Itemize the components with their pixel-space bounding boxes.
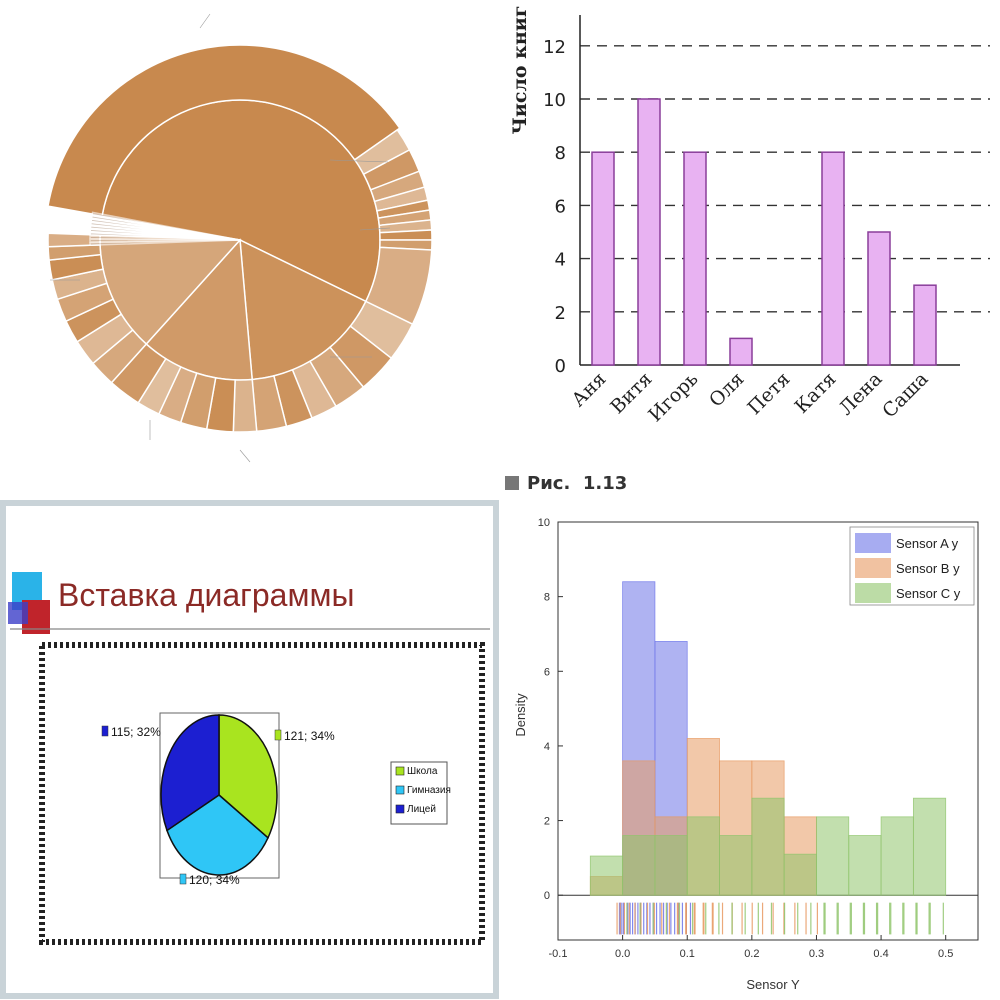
hist-bar xyxy=(816,816,850,896)
hist-y-tick-label: 6 xyxy=(544,666,550,678)
hist-y-tick-label: 10 xyxy=(538,517,550,529)
slide-title: Вставка диаграммы xyxy=(58,577,354,613)
hist-x-tick-label: 0.5 xyxy=(938,948,953,960)
hist-bar xyxy=(880,816,914,896)
hist-legend-swatch xyxy=(855,558,891,578)
hist-bar xyxy=(589,855,624,896)
pie-label-marker xyxy=(179,873,187,885)
hist-bar xyxy=(622,835,656,896)
bar xyxy=(591,151,615,366)
hist-x-axis-label: Sensor Y xyxy=(746,977,800,992)
histogram-panel: Density Sensor Y 0 2 4 6 8 10 -0.1 0.0 0.1 0.2 0.3… xyxy=(505,500,1000,1000)
bar-y-tick-label: 8 xyxy=(555,143,566,164)
pie-legend-label: Лицей xyxy=(407,804,436,815)
hist-bar xyxy=(912,797,947,896)
bar-y-axis-label: Число книг xyxy=(509,5,531,134)
hist-x-tick-label: 0.4 xyxy=(873,948,888,960)
bar-x-tick-label: Аня xyxy=(567,368,610,411)
hist-y-tick-label: 2 xyxy=(544,816,550,828)
bar-x-tick-label: Саша xyxy=(878,368,932,422)
slide-logo-navy xyxy=(8,602,28,624)
sunburst-outer-segment xyxy=(47,44,401,217)
figure-caption: Рис. 1.13 xyxy=(505,468,705,498)
sunburst-thin-segment xyxy=(91,211,241,241)
hist-legend-swatch xyxy=(855,583,891,603)
bar-y-tick-label: 6 xyxy=(555,196,566,217)
histogram-chart: Density Sensor Y 0 2 4 6 8 10 -0.1 0.0 0.1 0.2 0.3… xyxy=(513,517,979,992)
pie-legend: Школа Гимназия Лицей xyxy=(395,766,451,815)
bar-y-tick-label: 4 xyxy=(555,250,566,271)
pie-legend-swatch xyxy=(395,785,405,795)
pie-data-label: 121; 34% xyxy=(284,729,335,743)
bar-x-tick-label: Лена xyxy=(835,368,887,420)
sunburst-leader-line xyxy=(199,13,211,29)
hist-x-tick-label: 0.2 xyxy=(744,948,759,960)
sunburst-leader-line xyxy=(239,449,251,463)
bar xyxy=(729,337,753,366)
sunburst-chart xyxy=(47,13,433,463)
sunburst-leader-line xyxy=(329,159,389,163)
pie-label-marker xyxy=(101,725,109,737)
bar-x-tick-label: Игорь xyxy=(644,368,702,426)
bar xyxy=(821,151,845,366)
pie-chart-slide: Вставка диаграммы 121; 34% 120; 34% 115; 3… xyxy=(0,500,499,999)
hist-legend-swatch xyxy=(855,533,891,553)
sunburst-chart-panel xyxy=(0,0,500,490)
bar-chart-panel: Число книг 0 2 4 6 8 10 12 Аня Витя Игорь Оля Петя К… xyxy=(500,0,1000,470)
bar xyxy=(913,284,937,366)
pie-chart: 121; 34% 120; 34% 115; 32% xyxy=(101,714,335,887)
sunburst-outer-segment xyxy=(232,378,258,433)
bar xyxy=(637,98,661,366)
hist-y-tick-label: 4 xyxy=(544,741,550,753)
pie-legend-swatch xyxy=(395,804,405,814)
bar-y-tick-label: 10 xyxy=(543,90,566,111)
bar-y-tick-label: 0 xyxy=(555,356,566,377)
sunburst-thin-segment xyxy=(89,239,241,247)
bar xyxy=(867,231,891,366)
hist-bar xyxy=(783,853,817,896)
hist-bar xyxy=(719,835,753,896)
bar-y-tick-label: 12 xyxy=(543,37,566,58)
caption-marker-icon xyxy=(505,476,519,490)
pie-data-label: 115; 32% xyxy=(111,725,161,739)
pie-slice xyxy=(160,714,220,832)
hist-bar xyxy=(751,797,785,896)
hist-x-tick-label: 0.1 xyxy=(680,948,695,960)
pie-slice xyxy=(166,794,269,876)
pie-legend-label: Гимназия xyxy=(407,785,451,796)
sunburst-leader-line xyxy=(359,227,391,231)
hist-bar xyxy=(848,835,882,896)
chart-frame[interactable] xyxy=(39,642,485,945)
hist-legend-label: Sensor C y xyxy=(896,586,961,601)
figure-caption-text: Рис. 1.13 xyxy=(527,472,628,494)
hist-y-tick-label: 8 xyxy=(544,592,550,604)
pie-data-label: 120; 34% xyxy=(189,873,240,887)
pie-legend-swatch xyxy=(395,766,405,776)
pie-label-marker xyxy=(274,729,282,741)
hist-y-axis-label: Density xyxy=(513,693,528,737)
hist-x-tick-label: -0.1 xyxy=(549,948,568,960)
pie-legend-label: Школа xyxy=(407,766,438,777)
plot-area-frame xyxy=(159,712,280,879)
hist-bar xyxy=(654,835,688,896)
hist-x-tick-label: 0.3 xyxy=(809,948,824,960)
bar-x-tick-label: Петя xyxy=(743,368,794,419)
hist-x-tick-label: 0.0 xyxy=(615,948,630,960)
bar-x-tick-label: Катя xyxy=(791,368,841,418)
hist-legend-label: Sensor B y xyxy=(896,561,960,576)
bar xyxy=(683,151,707,366)
hist-y-tick-label: 0 xyxy=(544,890,550,902)
slide-panel: Вставка диаграммы 121; 34% 120; 34% 115; 3… xyxy=(0,500,500,1000)
bar-x-tick-label: Оля xyxy=(705,368,749,412)
hist-legend-label: Sensor A y xyxy=(896,536,959,551)
hist-bar xyxy=(686,816,720,896)
bar-y-tick-label: 2 xyxy=(555,303,566,324)
